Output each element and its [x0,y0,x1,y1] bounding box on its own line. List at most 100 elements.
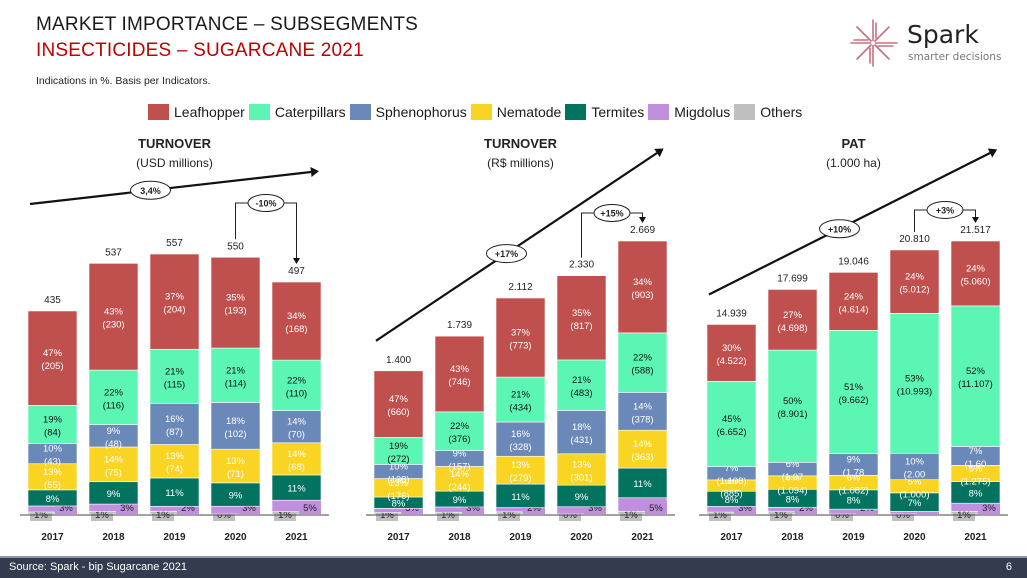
legend-item-migdolus: Migdolus [648,104,730,120]
bar-segment-leafhopper [495,297,546,378]
yoy-arrow-head [293,258,300,265]
segment-label-pct: 3% [738,503,752,514]
segment-label-value: (9.662) [838,395,868,406]
segment-label-pct: 8% [786,494,800,505]
segment-label-pct: 3% [59,503,73,514]
segment-label-value: (193) [224,306,246,317]
cagr-badge [130,180,171,200]
segment-label-pct: 47% [43,348,63,359]
x-tick-label: 2017 [387,532,410,543]
bar-segment-termites [149,477,200,507]
segment-label-value: (1.60 [965,459,987,470]
segment-label-pct: 24% [844,291,864,302]
segment-label-value: (11.107) [958,379,993,390]
segment-label-value: (1.78 [843,467,865,478]
bar-total-label: 2.112 [508,282,533,293]
legend-label: Migdolus [674,104,731,120]
bar-segment-nematode [210,448,261,484]
bar-segment-termites [617,467,668,499]
chart-panel-1: TURNOVER(USD millions)1%3%8%13%(55)10%(4… [20,136,329,543]
yoy-badge [247,194,285,212]
bar-total-label: 1.739 [447,320,472,331]
bar-segment-nematode [556,453,607,486]
chart-subtitle: (R$ millions) [487,156,554,170]
segment-label-pct: 35% [226,293,246,304]
segment-label-pct: 50% [783,396,803,407]
segment-label-value: (244) [448,482,470,493]
segment-label-pct: 45% [722,414,742,425]
bar-segment-leafhopper [27,310,78,406]
segment-label-value: (230) [102,320,124,331]
x-tick-label: 2021 [631,532,654,543]
segment-label-value: (1.082) [838,486,868,497]
segment-label-pct: 8% [725,495,739,506]
segment-label-value: (110) [286,388,307,399]
segment-label-value: (1.275) [960,476,990,487]
segment-label-value: (483) [570,388,592,399]
bar-total-label: 1.400 [386,355,411,366]
migdolus-label-box [299,501,321,514]
segment-label-pct: 14% [287,417,307,428]
segment-label-value: (8.901) [777,409,807,420]
segment-label-pct: 24% [966,263,986,274]
segment-label-pct: 27% [783,310,803,321]
segment-label-pct: 21% [226,365,246,376]
segment-label-pct: 7% [969,446,983,457]
bar-segment-leafhopper [88,263,139,371]
segment-label-value: (4.614) [838,304,868,315]
segment-label-pct: 3% [120,503,134,514]
segment-label-pct: 10% [389,461,409,472]
bar-segment-caterpillars [271,359,322,411]
segment-label-pct: 18% [572,422,592,433]
segment-label-pct: 9% [107,426,121,437]
bar-total-label: 20.810 [899,234,930,245]
segment-label-pct: 11% [287,484,306,495]
x-tick-label: 2017 [720,532,743,543]
segment-label-pct: 13% [511,460,531,471]
segment-label-pct: 47% [389,394,409,405]
migdolus-label-box [645,501,667,514]
segment-label-value: (157) [448,462,470,473]
segment-label-pct: 21% [165,366,185,377]
chart-title: TURNOVER [484,136,558,151]
x-tick-label: 2018 [781,532,804,543]
chart-subtitle: (USD millions) [136,156,213,170]
x-tick-label: 2020 [570,532,593,543]
cagr-badge [486,244,527,264]
segment-label-pct: 3% [982,503,996,514]
bar-segment-leafhopper [889,249,940,314]
bar-segment-nematode [617,429,668,469]
arrow-head [987,148,998,158]
legend-swatch [565,104,587,120]
segment-label-pct: 9% [107,489,121,500]
segment-label-value: (71) [227,469,244,480]
segment-label-value: (116) [103,400,124,411]
chart-title: TURNOVER [138,136,212,151]
chart-panel-2: TURNOVER(R$ millions)1%3%8%13%(176)10%(1… [366,136,675,543]
segment-label-value: (903) [631,290,653,301]
bar-total-label: 19.046 [838,256,869,267]
segment-label-pct: 3% [588,503,602,514]
segment-label-pct: 43% [104,307,124,318]
segment-label-value: (363) [631,452,653,463]
segment-label-value: (114) [225,378,246,389]
x-tick-label: 2019 [842,532,865,543]
bar-segment-nematode [495,455,546,485]
segment-label-pct: 22% [633,353,653,364]
segment-label-pct: 8% [847,496,861,507]
segment-label-pct: 14% [633,401,653,412]
segment-label-value: (279) [509,473,531,484]
segment-label-pct: 9% [575,492,589,503]
x-tick-label: 2017 [41,532,64,543]
bar-segment-caterpillars [149,348,200,404]
segment-label-pct: 6% [786,459,800,470]
segment-label-pct: 11% [165,488,184,499]
segment-label-pct: 51% [844,382,864,393]
segment-label-value: (68) [288,462,305,473]
segment-label-pct: 5% [908,476,922,487]
bar-segment-caterpillars [828,330,879,454]
segment-label-value: (746) [448,377,470,388]
chart-title: PAT [841,136,865,151]
segment-label-value: (5.012) [899,285,929,296]
bar-total-label: 435 [44,295,61,306]
